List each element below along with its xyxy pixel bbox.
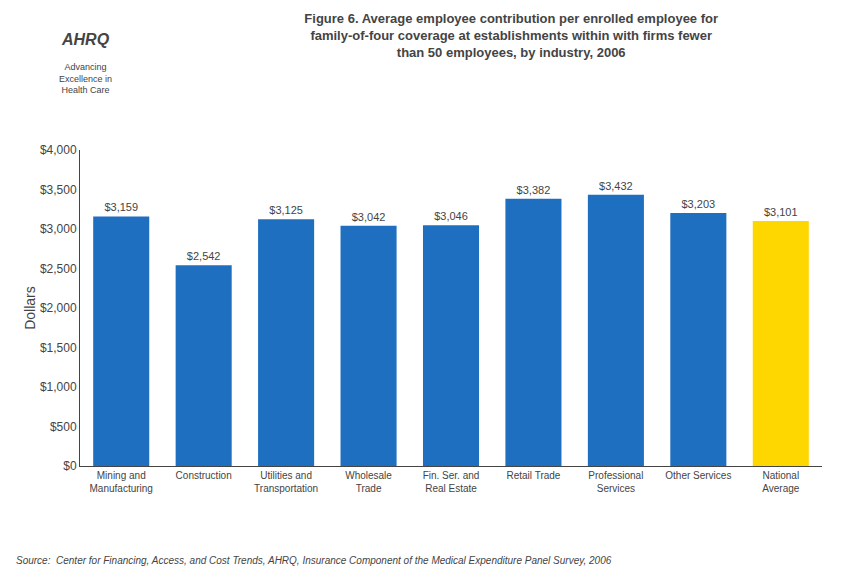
svg-text:NationalAverage: NationalAverage (762, 470, 800, 494)
svg-text:Mining andManufacturing: Mining andManufacturing (90, 470, 153, 494)
svg-text:$3,432: $3,432 (599, 180, 633, 192)
svg-text:Other Services: Other Services (665, 470, 731, 481)
svg-text:$4,000: $4,000 (40, 143, 77, 157)
svg-text:AdvancingExcellence inHealth C: AdvancingExcellence inHealth Care (59, 62, 112, 95)
svg-text:Retail Trade: Retail Trade (506, 470, 560, 481)
svg-text:$3,042: $3,042 (352, 211, 386, 223)
svg-text:$2,542: $2,542 (187, 250, 221, 262)
svg-text:$3,046: $3,046 (434, 210, 468, 222)
svg-text:$3,500: $3,500 (40, 183, 77, 197)
svg-text:$3,125: $3,125 (269, 204, 303, 216)
svg-text:Dollars: Dollars (22, 286, 38, 330)
svg-text:$1,500: $1,500 (40, 341, 77, 355)
svg-text:$500: $500 (50, 420, 77, 434)
svg-text:$3,000: $3,000 (40, 222, 77, 236)
svg-text:$3,101: $3,101 (764, 206, 798, 218)
svg-text:$3,203: $3,203 (682, 198, 716, 210)
svg-text:Source: Center for Financing,: Source: Center for Financing, Access, an… (16, 555, 612, 566)
svg-text:Utilities andTransportation: Utilities andTransportation (254, 470, 318, 494)
svg-text:AHRQ: AHRQ (61, 31, 110, 48)
svg-text:Figure 6. Average employee con: Figure 6. Average employee contribution … (304, 11, 718, 60)
svg-text:$2,500: $2,500 (40, 262, 77, 276)
svg-text:$3,159: $3,159 (104, 201, 138, 213)
svg-text:Construction: Construction (176, 470, 232, 481)
svg-text:Fin. Ser. andReal Estate: Fin. Ser. andReal Estate (423, 470, 480, 494)
svg-text:$3,382: $3,382 (517, 184, 551, 196)
svg-text:$2,000: $2,000 (40, 301, 77, 315)
svg-text:$1,000: $1,000 (40, 380, 77, 394)
svg-text:WholesaleTrade: WholesaleTrade (345, 470, 392, 494)
svg-text:ProfessionalServices: ProfessionalServices (588, 470, 643, 494)
svg-text:$0: $0 (63, 459, 77, 473)
